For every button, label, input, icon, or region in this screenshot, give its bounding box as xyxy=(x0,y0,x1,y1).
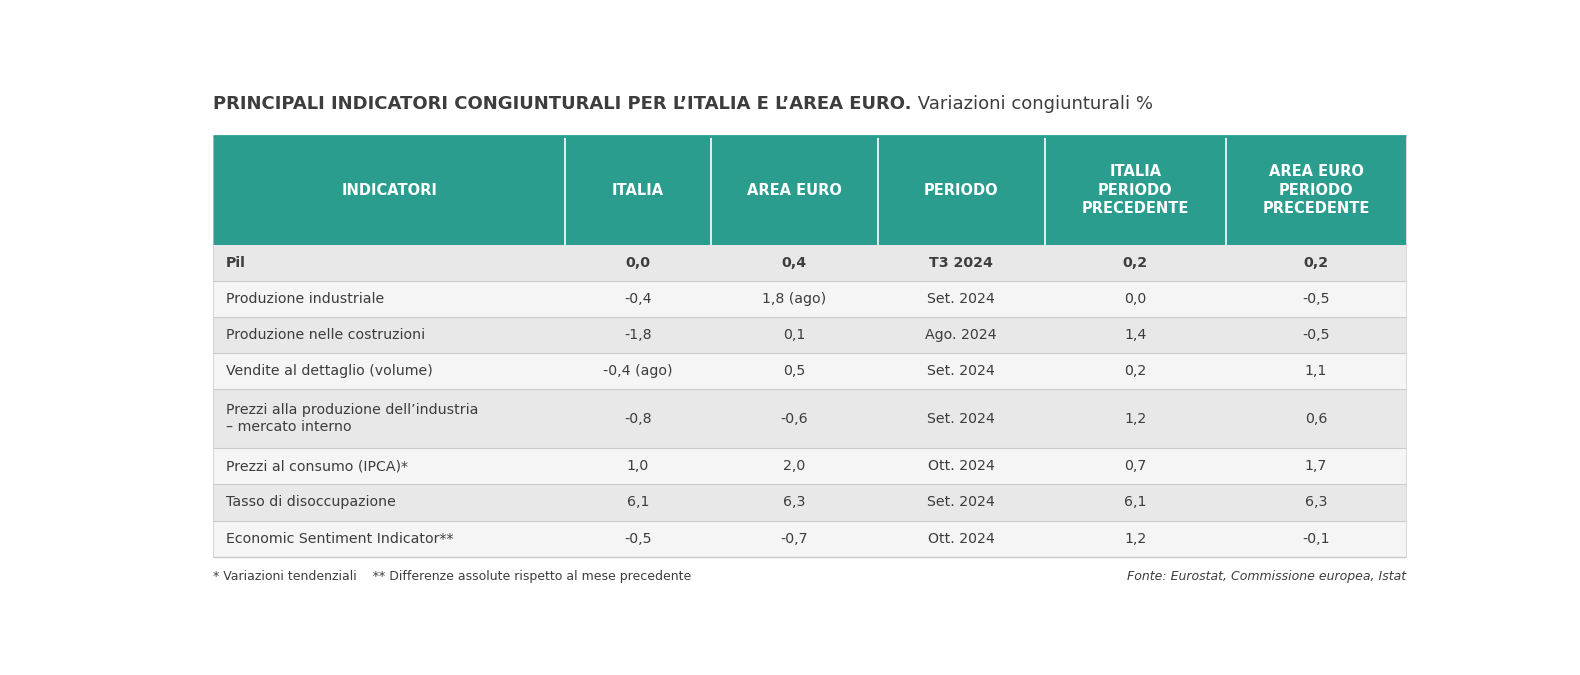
Text: Fonte: Eurostat, Commissione europea, Istat: Fonte: Eurostat, Commissione europea, Is… xyxy=(1127,570,1406,583)
Text: Ago. 2024: Ago. 2024 xyxy=(926,328,997,342)
Text: 1,2: 1,2 xyxy=(1125,531,1147,545)
Text: Ott. 2024: Ott. 2024 xyxy=(927,460,995,473)
Text: 6,3: 6,3 xyxy=(1305,495,1327,510)
Text: -0,5: -0,5 xyxy=(1302,292,1330,306)
Text: 6,1: 6,1 xyxy=(627,495,649,510)
Text: PERIODO: PERIODO xyxy=(924,183,999,198)
Text: Produzione nelle costruzioni: Produzione nelle costruzioni xyxy=(226,328,425,342)
Text: 0,0: 0,0 xyxy=(1125,292,1147,306)
Bar xyxy=(213,520,1406,557)
Text: Vendite al dettaglio (volume): Vendite al dettaglio (volume) xyxy=(226,364,433,378)
Text: 0,1: 0,1 xyxy=(784,328,806,342)
Text: AREA EURO: AREA EURO xyxy=(747,183,842,198)
Text: 0,7: 0,7 xyxy=(1123,460,1147,473)
Text: Economic Sentiment Indicator**: Economic Sentiment Indicator** xyxy=(226,531,453,545)
Text: PRINCIPALI INDICATORI CONGIUNTURALI PER L’ITALIA E L’AREA EURO.: PRINCIPALI INDICATORI CONGIUNTURALI PER … xyxy=(213,95,912,113)
Text: -0,5: -0,5 xyxy=(1302,328,1330,342)
Text: Set. 2024: Set. 2024 xyxy=(927,364,995,378)
Text: ITALIA: ITALIA xyxy=(611,183,664,198)
Text: 1,7: 1,7 xyxy=(1305,460,1327,473)
Text: 2,0: 2,0 xyxy=(784,460,806,473)
Text: -0,4: -0,4 xyxy=(624,292,653,306)
Text: 1,4: 1,4 xyxy=(1123,328,1147,342)
Text: 0,4: 0,4 xyxy=(782,256,807,270)
Bar xyxy=(213,136,1406,245)
Bar xyxy=(213,317,1406,353)
Text: AREA EURO
PERIODO
PRECEDENTE: AREA EURO PERIODO PRECEDENTE xyxy=(1262,164,1370,216)
Text: Ott. 2024: Ott. 2024 xyxy=(927,531,995,545)
Bar xyxy=(213,389,1406,448)
Text: Pil: Pil xyxy=(226,256,245,270)
Text: -0,1: -0,1 xyxy=(1302,531,1330,545)
Bar xyxy=(213,485,1406,520)
Text: 0,2: 0,2 xyxy=(1304,256,1329,270)
Bar xyxy=(213,245,1406,281)
Text: -0,4 (ago): -0,4 (ago) xyxy=(604,364,673,378)
Text: * Variazioni tendenziali    ** Differenze assolute rispetto al mese precedente: * Variazioni tendenziali ** Differenze a… xyxy=(213,570,692,583)
Text: -0,5: -0,5 xyxy=(624,531,653,545)
Text: INDICATORI: INDICATORI xyxy=(341,183,438,198)
Text: T3 2024: T3 2024 xyxy=(929,256,994,270)
Text: 0,6: 0,6 xyxy=(1305,412,1327,426)
Text: 1,8 (ago): 1,8 (ago) xyxy=(762,292,826,306)
Text: 0,2: 0,2 xyxy=(1125,364,1147,378)
Text: Set. 2024: Set. 2024 xyxy=(927,495,995,510)
Bar xyxy=(213,281,1406,317)
Text: 0,0: 0,0 xyxy=(626,256,651,270)
Bar xyxy=(213,353,1406,389)
Text: Set. 2024: Set. 2024 xyxy=(927,412,995,426)
Bar xyxy=(213,448,1406,485)
Text: -0,7: -0,7 xyxy=(781,531,807,545)
Text: Prezzi alla produzione dell’industria
– mercato interno: Prezzi alla produzione dell’industria – … xyxy=(226,403,479,434)
Text: -0,8: -0,8 xyxy=(624,412,653,426)
Text: 1,2: 1,2 xyxy=(1125,412,1147,426)
Text: -1,8: -1,8 xyxy=(624,328,653,342)
Text: ITALIA
PERIODO
PRECEDENTE: ITALIA PERIODO PRECEDENTE xyxy=(1082,164,1190,216)
Text: 1,1: 1,1 xyxy=(1305,364,1327,378)
Text: Variazioni congiunturali %: Variazioni congiunturali % xyxy=(912,95,1153,113)
Text: 0,2: 0,2 xyxy=(1123,256,1149,270)
Text: Set. 2024: Set. 2024 xyxy=(927,292,995,306)
Text: 6,1: 6,1 xyxy=(1123,495,1147,510)
Text: -0,6: -0,6 xyxy=(781,412,807,426)
Text: Produzione industriale: Produzione industriale xyxy=(226,292,384,306)
Text: Tasso di disoccupazione: Tasso di disoccupazione xyxy=(226,495,395,510)
Text: 0,5: 0,5 xyxy=(784,364,806,378)
Text: 6,3: 6,3 xyxy=(784,495,806,510)
Text: 1,0: 1,0 xyxy=(627,460,649,473)
Text: Prezzi al consumo (IPCA)*: Prezzi al consumo (IPCA)* xyxy=(226,460,408,473)
